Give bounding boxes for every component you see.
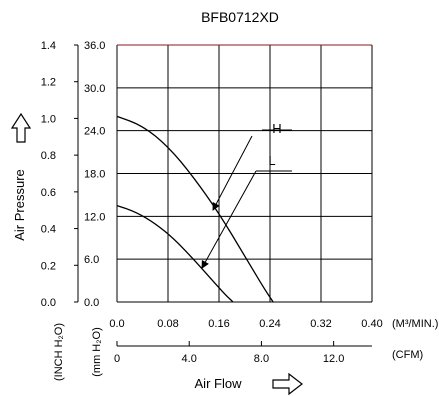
y-tick-label-mm: 24.0 xyxy=(84,126,105,138)
series-layer xyxy=(116,115,274,303)
x-unit-m3: (M³/MIN.) xyxy=(392,318,438,330)
y-unit-inch: (INCH H₂O) xyxy=(53,323,65,381)
x-tick-label-m3: 0.32 xyxy=(310,318,331,330)
y-tick-label-inch: 0.8 xyxy=(41,150,56,162)
y-axis-title: Air Pressure xyxy=(12,169,27,241)
x-tick-label-cfm: 0 xyxy=(114,353,120,365)
chart-title: BFB0712XD xyxy=(201,9,279,25)
series-label-L: L xyxy=(268,153,275,168)
leader-arrow-L xyxy=(201,170,257,269)
series-line-L xyxy=(116,204,234,303)
arrow-right-icon xyxy=(272,372,303,396)
series-label-H: H xyxy=(272,121,281,136)
y-unit-mm: (mm H₂O) xyxy=(91,327,103,376)
arrow-up-icon xyxy=(10,112,32,143)
leader-arrow-H xyxy=(212,135,253,211)
y-tick-label-mm: 0.0 xyxy=(84,297,99,309)
y-tick-label-inch: 1.2 xyxy=(41,77,56,89)
x-tick-label-cfm: 12.0 xyxy=(323,353,344,365)
y-tick-label-mm: 6.0 xyxy=(84,254,99,266)
series-line-H xyxy=(116,115,274,303)
plot-frame xyxy=(74,44,79,303)
x-tick-label-cfm: 4.0 xyxy=(182,353,197,365)
y-tick-label-inch: 0.2 xyxy=(41,260,56,272)
x-unit-cfm: (CFM) xyxy=(392,349,423,361)
y-tick-label-mm: 36.0 xyxy=(84,40,105,52)
y-tick-label-inch: 1.4 xyxy=(41,40,56,52)
grid xyxy=(116,44,373,303)
x-tick-label-m3: 0.0 xyxy=(109,318,124,330)
y-tick-label-mm: 18.0 xyxy=(84,169,105,181)
y-tick-label-inch: 0.6 xyxy=(41,187,56,199)
y-tick-label-inch: 0.4 xyxy=(41,224,56,236)
x-tick-label-cfm: 8.0 xyxy=(254,353,269,365)
x-tick-label-m3: 0.08 xyxy=(157,318,178,330)
x-tick-label-m3: 0.40 xyxy=(361,318,382,330)
y-tick-label-mm: 12.0 xyxy=(84,211,105,223)
tick-labels: 0.0 0.2 0.4 0.6 0.8 1.0 1.2 1.4 0.0 6.0 12.0 18.0 24… xyxy=(41,40,383,365)
x-tick-label-m3: 0.24 xyxy=(259,318,280,330)
y-tick-label-inch: 1.0 xyxy=(41,113,56,125)
x-axis-title: Air Flow xyxy=(195,376,243,391)
labels-layer: HL xyxy=(201,121,292,269)
x-tick-label-m3: 0.16 xyxy=(208,318,229,330)
y-tick-label-inch: 0.0 xyxy=(41,297,56,309)
y-tick-label-mm: 30.0 xyxy=(84,83,105,95)
